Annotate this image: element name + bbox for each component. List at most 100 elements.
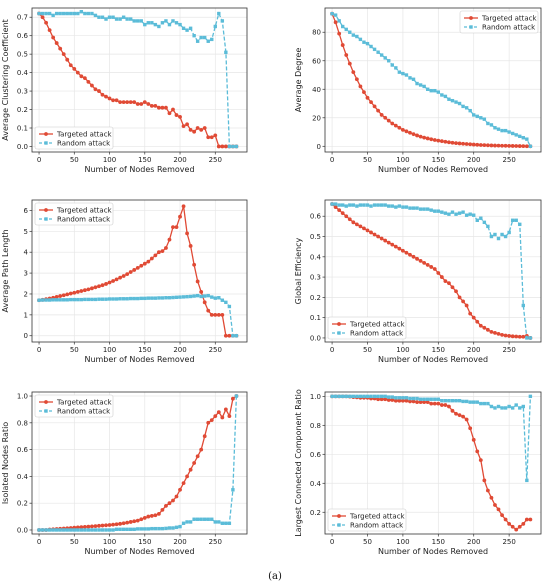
x-tick-label: 100 [396,538,409,546]
targeted-data-point [153,513,158,518]
targeted-data-point [104,523,108,528]
x-tick-label: 100 [396,156,409,164]
targeted-data-point [156,512,161,516]
targeted-data-point [478,458,483,463]
random-data-point [443,398,448,403]
random-data-point [472,400,476,404]
targeted-data-point [496,331,501,336]
targeted-data-point [82,76,87,81]
targeted-data-point [436,138,441,143]
random-data-point [65,528,69,532]
random-data-point [447,97,451,101]
random-data-point [58,528,62,532]
random-data-point [195,293,200,298]
random-data-point [164,526,168,531]
targeted-data-point [171,225,175,230]
x-tick-label: 50 [363,156,372,164]
legend-label: Random attack [482,24,536,32]
random-data-point [107,528,112,532]
random-data-point [136,296,140,301]
targeted-data-point [220,415,225,420]
random-data-point [150,296,154,300]
random-data-point [429,397,433,401]
targeted-data-point [58,46,63,51]
targeted-data-point [372,104,377,109]
random-data-point [521,303,525,308]
random-data-point [518,406,522,410]
random-data-point [160,21,165,25]
targeted-data-point [199,127,204,132]
plot-frame [31,7,248,153]
targeted-data-point [93,524,98,528]
targeted-data-point [443,279,448,284]
random-data-point [93,297,98,302]
random-data-point [104,17,108,21]
random-data-point [468,400,472,404]
targeted-data-point [90,524,94,529]
legend-label: Random attack [57,408,111,416]
random-data-point [496,404,501,409]
random-data-point [227,144,232,149]
legend-marker [44,141,48,145]
targeted-data-point [160,507,165,512]
random-data-point [203,35,207,40]
targeted-data-point [496,143,501,148]
random-data-point [213,24,217,29]
targeted-data-point [188,127,193,132]
random-data-point [496,236,501,241]
random-data-point [450,98,455,103]
targeted-data-point [454,289,458,294]
random-data-point [337,19,341,23]
targeted-data-point [485,327,490,332]
targeted-data-point [149,256,154,261]
targeted-data-point [482,478,487,483]
random-data-point [97,15,101,19]
y-tick-label: 0.4 [310,253,322,261]
random-data-point [132,296,136,301]
targeted-data-point [475,449,480,454]
y-tick-label: 0.8 [310,422,321,430]
x-tick-label: 250 [209,156,222,164]
random-data-point [195,517,200,521]
legend-box [34,202,114,226]
random-data-point [146,296,151,300]
targeted-data-point [390,398,395,402]
targeted-data-point [104,94,108,99]
targeted-data-point [216,312,221,317]
targeted-data-point [209,312,214,317]
x-tick-label: 100 [103,156,116,164]
targeted-data-point [192,129,197,134]
x-tick-label: 0 [37,538,41,546]
targeted-data-point [411,399,416,404]
targeted-data-point [192,262,197,267]
y-axis-label: Isolated Nodes Ratio [1,422,10,504]
random-data-point [383,56,387,60]
random-data-point [425,87,430,91]
targeted-data-point [202,126,207,130]
random-data-point [167,296,172,300]
random-data-point [433,209,437,213]
random-data-point [86,297,91,302]
targeted-data-point [471,437,476,442]
random-data-point [341,24,345,29]
targeted-data-point [411,132,416,137]
random-data-point [404,396,409,400]
targeted-data-point [90,83,94,88]
random-data-point [51,528,55,532]
targeted-data-point [47,28,52,33]
targeted-data-point [79,289,84,293]
targeted-data-point [524,144,529,149]
legend-box [327,508,407,532]
y-tick-label: 0.8 [17,419,28,427]
targeted-data-point [156,105,161,110]
random-data-point [100,297,105,301]
legend-marker [44,132,48,136]
y-tick-label: 1 [24,311,28,319]
targeted-data-point [118,521,123,526]
targeted-data-point [213,414,218,419]
random-data-point [408,206,412,210]
y-tick-label: 1.0 [17,393,28,401]
random-data-point [482,401,487,406]
random-data-point [355,204,359,208]
